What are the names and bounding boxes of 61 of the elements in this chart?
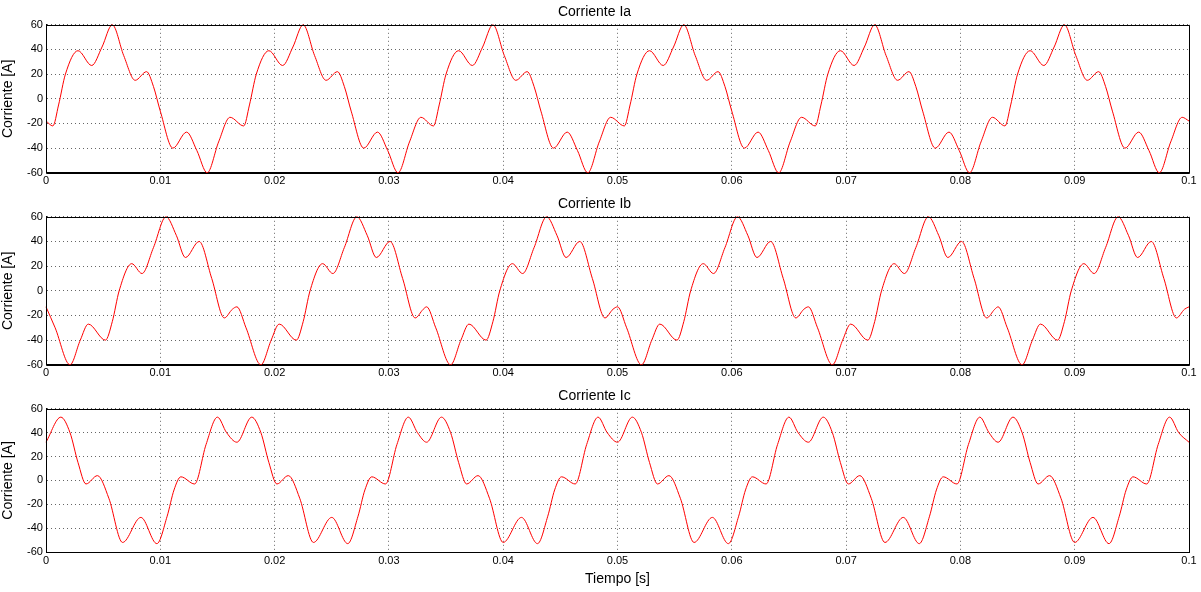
x-tick-label: 0.09 bbox=[1063, 553, 1086, 566]
x-tick-label: 0.04 bbox=[492, 174, 514, 187]
x-tick-label: 0.04 bbox=[492, 553, 514, 566]
y-tick-label: 40 bbox=[30, 42, 43, 55]
y-tick-label: 20 bbox=[30, 67, 43, 80]
x-tick-label: 0.04 bbox=[492, 366, 514, 379]
x-tick-label: 0.02 bbox=[263, 553, 286, 566]
x-tick-label: 0.07 bbox=[835, 553, 857, 566]
x-tick-label: 0.1 bbox=[1181, 174, 1197, 187]
y-tick-label: 0 bbox=[36, 91, 43, 104]
x-tick-label: 0.03 bbox=[378, 174, 400, 187]
y-tick-label: 20 bbox=[30, 259, 43, 272]
y-tick-label: -60 bbox=[27, 165, 43, 178]
x-tick-label: 0.05 bbox=[606, 553, 629, 566]
chart-title: Corriente Ib bbox=[557, 195, 632, 212]
x-tick-label: 0.06 bbox=[721, 366, 743, 379]
x-axis-title: Tiempo [s] bbox=[585, 570, 650, 587]
y-tick-label: 20 bbox=[30, 449, 43, 462]
x-tick-label: 0.06 bbox=[721, 174, 743, 187]
y-axis-title: Corriente [A] bbox=[0, 441, 16, 520]
x-tick-label: 0.01 bbox=[149, 366, 172, 379]
x-tick-label: 0.01 bbox=[149, 174, 172, 187]
x-tick-label: 0.01 bbox=[149, 553, 172, 566]
x-tick-label: 0.02 bbox=[263, 366, 286, 379]
y-tick-label: 60 bbox=[30, 401, 43, 414]
y-tick-label: -40 bbox=[27, 333, 43, 346]
x-tick-label: 0.07 bbox=[835, 366, 857, 379]
y-tick-label: -20 bbox=[27, 497, 43, 510]
y-tick-label: 40 bbox=[30, 425, 43, 438]
y-tick-label: -40 bbox=[27, 521, 43, 534]
line-series bbox=[45, 24, 1190, 174]
y-tick-label: -20 bbox=[27, 308, 43, 321]
x-tick-label: 0.06 bbox=[721, 553, 743, 566]
x-tick-label: 0.03 bbox=[378, 553, 400, 566]
x-tick-label: 0.05 bbox=[606, 174, 629, 187]
y-tick-label: 60 bbox=[30, 209, 43, 222]
y-tick-label: 0 bbox=[36, 283, 43, 296]
x-tick-label: 0.09 bbox=[1063, 366, 1086, 379]
x-tick-label: 0.03 bbox=[378, 366, 400, 379]
chart-title: Corriente Ic bbox=[558, 387, 631, 404]
x-tick-label: 0.08 bbox=[949, 553, 972, 566]
y-tick-label: -60 bbox=[27, 357, 43, 370]
x-tick-label: 0.07 bbox=[835, 174, 857, 187]
y-tick-label: 0 bbox=[36, 473, 43, 486]
x-tick-label: 0.1 bbox=[1181, 553, 1197, 566]
y-tick-label: -20 bbox=[27, 116, 43, 129]
x-tick-label: 0.08 bbox=[949, 366, 972, 379]
y-axis-title: Corriente [A] bbox=[0, 251, 16, 331]
x-tick-label: 0.08 bbox=[949, 174, 972, 187]
x-tick-label: 0.09 bbox=[1063, 174, 1086, 187]
x-tick-label: 0.1 bbox=[1181, 366, 1197, 379]
y-axis-title: Corriente [A] bbox=[0, 59, 16, 139]
y-tick-label: -40 bbox=[27, 141, 43, 154]
x-tick-label: 0.05 bbox=[606, 366, 629, 379]
line-series bbox=[45, 416, 1190, 545]
y-tick-label: -60 bbox=[27, 545, 43, 558]
y-tick-label: 60 bbox=[30, 17, 43, 30]
chart-title: Corriente Ia bbox=[557, 3, 632, 20]
y-tick-label: 40 bbox=[30, 234, 43, 247]
x-tick-label: 0.02 bbox=[263, 174, 286, 187]
line-series bbox=[45, 216, 1190, 366]
